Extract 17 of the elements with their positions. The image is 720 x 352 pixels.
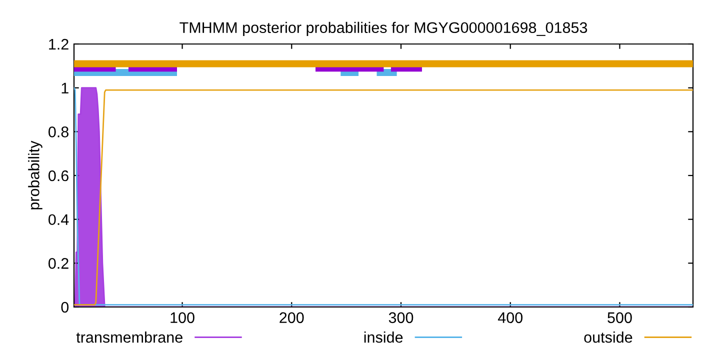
legend-label: inside <box>364 332 403 343</box>
y-tick-label: 1 <box>62 82 68 94</box>
x-tick-label: 300 <box>388 312 414 324</box>
y-tick-label: 1.2 <box>49 38 68 50</box>
y-tick-label: 0.2 <box>48 258 68 269</box>
chart-title: TMHMM posterior probabilities for MGYG000001698_01853 <box>180 22 588 36</box>
y-tick-label: 0.6 <box>48 170 68 182</box>
x-tick-label: 200 <box>280 312 304 324</box>
x-tick-label: 500 <box>608 312 632 324</box>
y-tick-label: 0.4 <box>48 214 69 226</box>
y-tick-label: 0 <box>61 302 69 313</box>
y-axis-title: probability <box>28 140 42 210</box>
y-tick-label: 0.8 <box>48 126 68 138</box>
legend-label: outside <box>584 332 632 343</box>
x-tick-label: 400 <box>498 312 523 324</box>
x-tick-label: 100 <box>170 312 194 324</box>
legend-label: transmembrane <box>76 332 182 343</box>
